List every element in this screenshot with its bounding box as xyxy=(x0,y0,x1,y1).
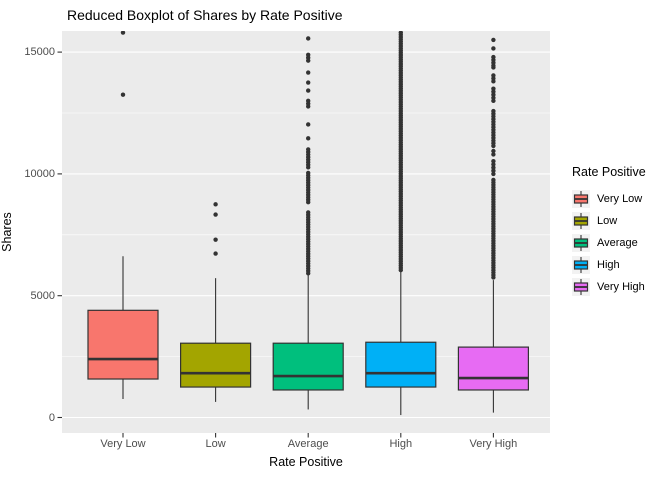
legend-label-average: Average xyxy=(597,237,638,249)
legend-key-boxplot-icon xyxy=(572,234,590,252)
boxplot-series-group xyxy=(87,31,529,416)
outlier-point-average xyxy=(306,80,311,85)
legend-label-very-high: Very High xyxy=(597,281,645,293)
outlier-point-very-high xyxy=(491,177,496,183)
legend-entries: Very Low Low Average High Very High xyxy=(572,188,672,298)
x-tick-label-very-high: Very High xyxy=(469,438,518,450)
outlier-point-average xyxy=(306,36,311,41)
outlier-point-very-high xyxy=(491,171,496,177)
outlier-point-very-high xyxy=(491,98,496,104)
legend-key-boxplot-icon xyxy=(572,278,590,296)
outlier-point-very-high xyxy=(491,73,496,78)
box-very-high xyxy=(457,346,529,391)
legend: Rate Positive Very Low Low Average High Very… xyxy=(572,165,672,298)
x-tick-label-very-low: Very Low xyxy=(100,438,146,450)
legend-label-very-low: Very Low xyxy=(597,193,643,205)
outlier-point-very-high xyxy=(491,108,496,114)
outlier-point-average xyxy=(306,210,311,215)
outlier-point-very-high xyxy=(491,152,496,157)
outlier-point-high xyxy=(398,31,403,35)
x-tick-label-low: Low xyxy=(205,438,226,450)
legend-label-high: High xyxy=(597,259,620,271)
outlier-point-very-high xyxy=(491,168,496,173)
legend-entry-very-low: Very Low xyxy=(572,188,672,210)
outlier-point-very-high xyxy=(491,54,496,60)
outlier-point-very-high xyxy=(491,86,496,91)
y-axis-title: Shares xyxy=(0,212,14,252)
legend-entry-average: Average xyxy=(572,232,672,254)
outlier-point-average xyxy=(306,147,311,152)
legend-entry-high: High xyxy=(572,254,672,276)
legend-label-low: Low xyxy=(597,215,618,227)
box-average xyxy=(272,342,344,391)
legend-key-boxplot-icon xyxy=(572,212,590,230)
outlier-point-very-high xyxy=(491,92,496,97)
outlier-point-average xyxy=(306,52,311,57)
box-low xyxy=(180,342,252,388)
outlier-point-low xyxy=(213,237,218,242)
outlier-point-very-high xyxy=(491,89,496,94)
outlier-point-very-high xyxy=(491,37,496,43)
y-tick-label-15000: 15000 xyxy=(24,46,55,59)
y-tick-label-5000: 5000 xyxy=(30,289,55,302)
outlier-point-average xyxy=(306,88,311,93)
x-tick-label-average: Average xyxy=(287,438,329,450)
outlier-point-average xyxy=(306,98,311,104)
outlier-point-very-low xyxy=(120,31,126,35)
box-high xyxy=(365,341,437,388)
outlier-point-average xyxy=(306,170,311,176)
outlier-point-very-high xyxy=(491,165,496,170)
outlier-point-average xyxy=(306,136,311,141)
legend-entry-very-high: Very High xyxy=(572,276,672,298)
outlier-point-low xyxy=(213,251,218,256)
box-very-low xyxy=(87,309,159,380)
y-tick-label-0: 0 xyxy=(48,411,55,424)
outlier-point-very-high xyxy=(491,46,496,51)
outlier-point-very-high xyxy=(491,95,496,100)
legend-title: Rate Positive xyxy=(572,165,646,179)
x-tick-label-high: High xyxy=(389,438,413,450)
x-axis-title: Rate Positive xyxy=(269,455,343,469)
outlier-point-very-high xyxy=(491,159,496,164)
y-tick-label-10000: 10000 xyxy=(24,167,55,180)
outlier-point-very-high xyxy=(491,148,496,154)
outlier-point-average xyxy=(306,70,311,75)
outlier-point-average xyxy=(306,122,311,127)
legend-entry-low: Low xyxy=(572,210,672,232)
outlier-point-very-high xyxy=(491,162,496,167)
legend-key-boxplot-icon xyxy=(572,256,590,274)
outlier-point-low xyxy=(213,202,218,207)
chart-title: Reduced Boxplot of Shares by Rate Positi… xyxy=(67,7,343,23)
outlier-point-low xyxy=(213,212,218,217)
legend-key-boxplot-icon xyxy=(572,190,590,208)
outlier-point-very-low xyxy=(120,92,126,97)
